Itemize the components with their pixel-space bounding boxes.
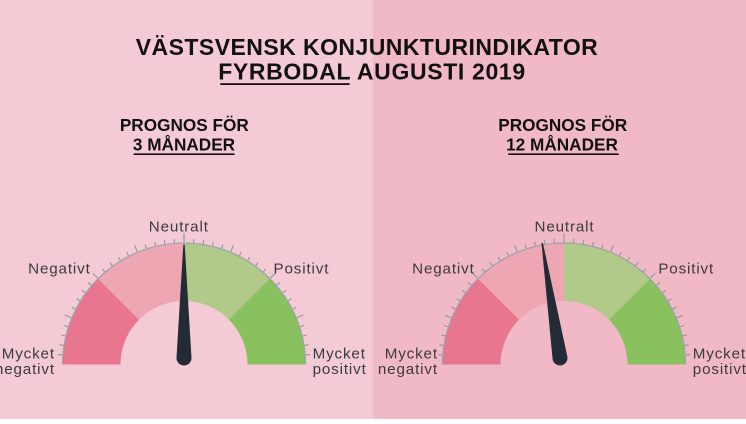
svg-text:FYRBODAL AUGUSTI 2019: FYRBODAL AUGUSTI 2019 bbox=[218, 59, 526, 85]
svg-text:negativt: negativt bbox=[378, 361, 438, 378]
svg-text:Positivt: Positivt bbox=[274, 261, 330, 278]
svg-text:3 MÅNADER: 3 MÅNADER bbox=[133, 135, 236, 155]
svg-text:VÄSTSVENSK KONJUNKTURINDIKATOR: VÄSTSVENSK KONJUNKTURINDIKATOR bbox=[136, 34, 598, 60]
svg-text:Neutralt: Neutralt bbox=[149, 219, 209, 236]
svg-text:positivt: positivt bbox=[313, 361, 367, 378]
svg-text:Positivt: Positivt bbox=[658, 261, 714, 278]
svg-text:12 MÅNADER: 12 MÅNADER bbox=[506, 135, 618, 155]
svg-text:Negativt: Negativt bbox=[412, 261, 475, 278]
svg-text:PROGNOS FÖR: PROGNOS FÖR bbox=[120, 115, 250, 135]
svg-text:Mycket: Mycket bbox=[313, 345, 366, 362]
svg-text:positivt: positivt bbox=[693, 361, 746, 378]
svg-text:negativt: negativt bbox=[0, 361, 55, 378]
svg-text:Mycket: Mycket bbox=[385, 345, 438, 362]
svg-text:Mycket: Mycket bbox=[2, 345, 55, 362]
svg-text:Neutralt: Neutralt bbox=[535, 219, 595, 236]
svg-text:Negativt: Negativt bbox=[28, 261, 91, 278]
svg-text:PROGNOS FÖR: PROGNOS FÖR bbox=[498, 115, 628, 135]
svg-text:Mycket: Mycket bbox=[693, 345, 746, 362]
